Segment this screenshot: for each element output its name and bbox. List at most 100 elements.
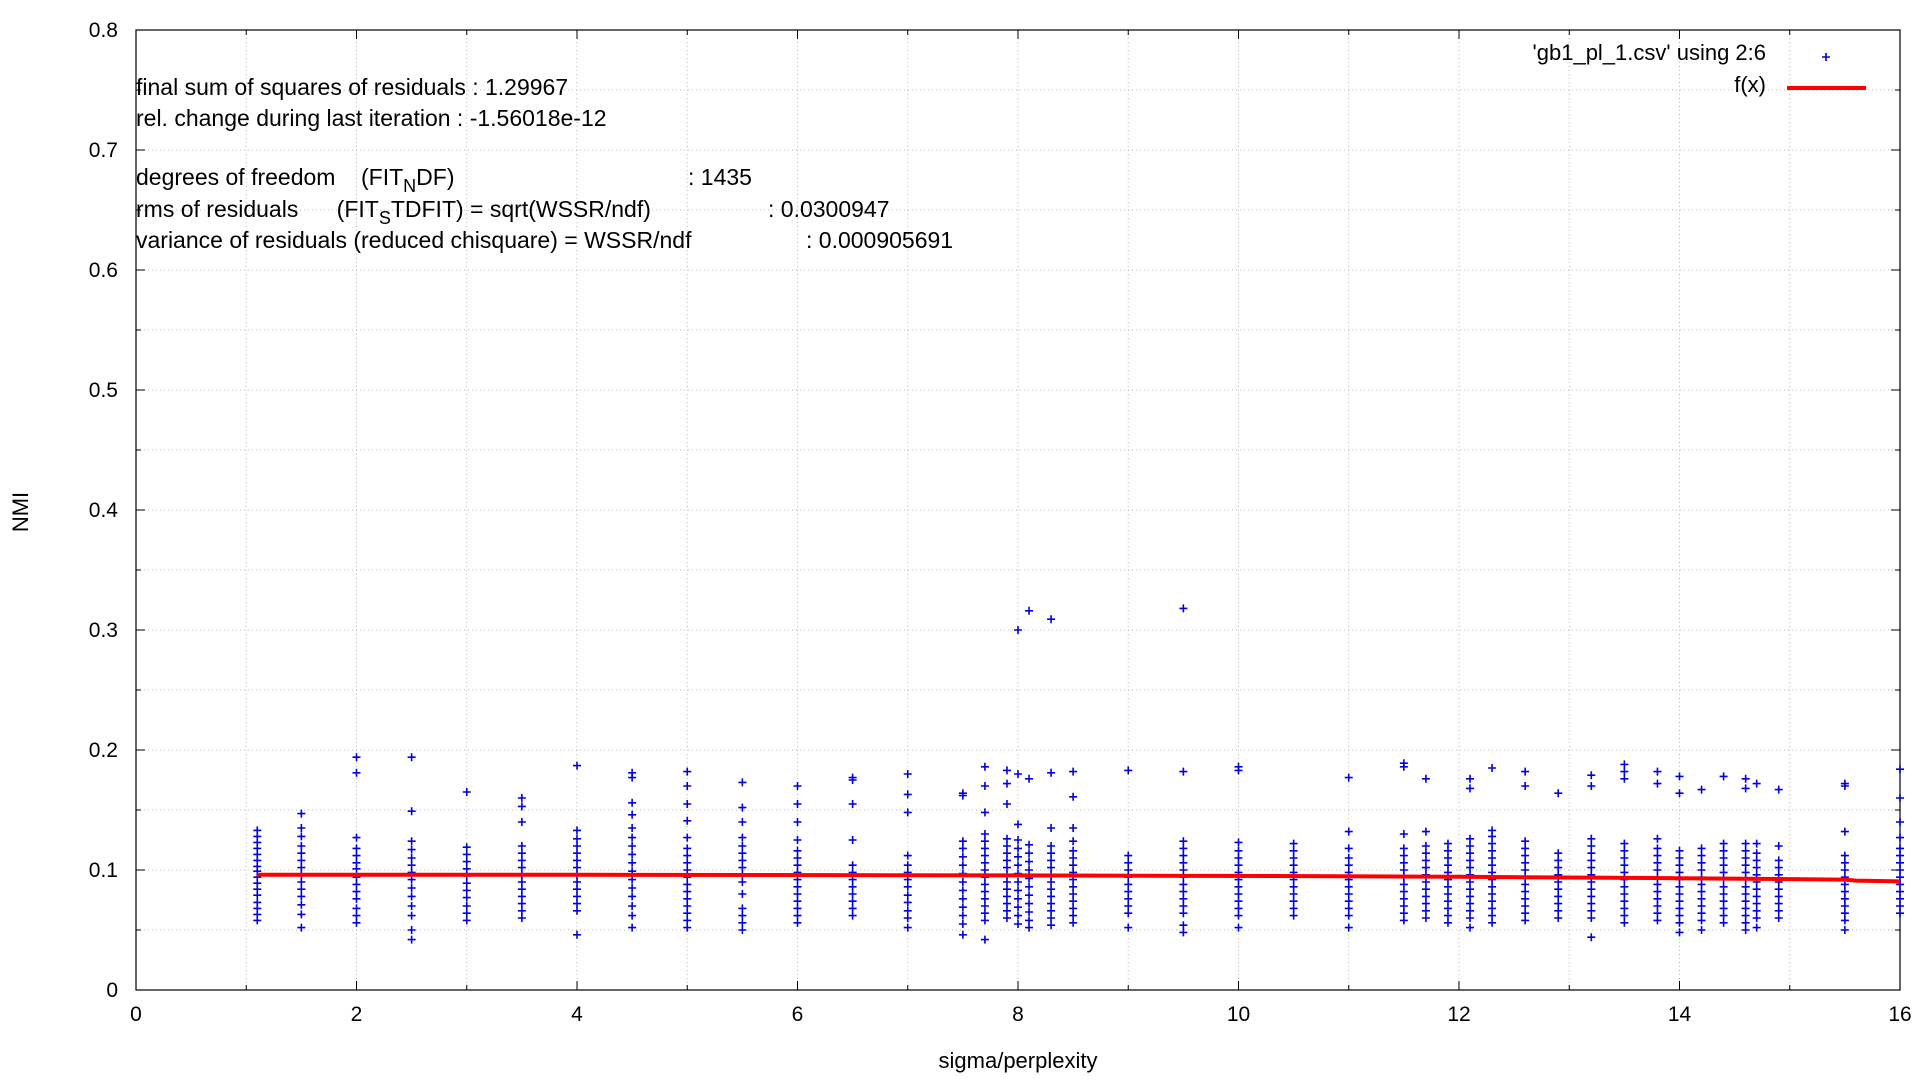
scatter-point [1675, 890, 1684, 898]
scatter-point [1620, 846, 1629, 855]
scatter-point [903, 790, 912, 799]
scatter-point [1488, 904, 1497, 913]
scatter-point [793, 897, 802, 906]
scatter-point [1774, 906, 1783, 915]
scatter-point [738, 878, 747, 886]
legend-marker-data [1822, 53, 1830, 61]
scatter-point [253, 826, 262, 835]
scatter-point [628, 875, 637, 884]
scatter-point [1620, 854, 1629, 862]
scatter-point [1014, 836, 1022, 844]
scatter-point [628, 824, 637, 832]
scatter-point [1466, 914, 1475, 922]
scatter-point [1840, 779, 1849, 788]
scatter-point [1124, 909, 1133, 918]
scatter-point [1443, 890, 1452, 898]
scatter-point [1719, 861, 1728, 870]
scatter-point [1047, 921, 1056, 930]
scatter-point [573, 863, 581, 872]
fit-info-text: DF) [416, 164, 454, 190]
scatter-point [1653, 779, 1662, 788]
scatter-point [1466, 923, 1475, 932]
scatter-point [848, 861, 857, 870]
scatter-point [1443, 904, 1452, 913]
scatter-point [407, 753, 416, 762]
scatter-point [1620, 904, 1629, 913]
scatter-point [903, 891, 912, 900]
scatter-point [1752, 839, 1761, 848]
scatter-point [1443, 911, 1452, 920]
scatter-point [1399, 866, 1408, 874]
scatter-point [1179, 928, 1188, 937]
scatter-point [1014, 820, 1022, 829]
scatter-point [1344, 844, 1353, 853]
scatter-point [1488, 897, 1497, 906]
scatter-point [1344, 911, 1353, 920]
x-tick-label: 6 [792, 1003, 804, 1026]
scatter-point [1047, 849, 1056, 858]
scatter-point [1554, 789, 1563, 798]
scatter-point [1620, 774, 1629, 783]
scatter-point [1521, 844, 1530, 853]
scatter-point [1752, 914, 1761, 922]
scatter-point [1289, 839, 1298, 848]
scatter-point [683, 916, 692, 925]
scatter-point [1719, 918, 1728, 927]
scatter-point [1421, 892, 1430, 901]
scatter-point [980, 909, 989, 918]
scatter-point [1466, 892, 1475, 901]
scatter-point [848, 836, 857, 844]
scatter-point [1344, 773, 1353, 782]
scatter-point [1840, 851, 1849, 860]
scatter-point [1620, 918, 1629, 927]
scatter-point [1521, 851, 1530, 860]
scatter-point [407, 902, 416, 910]
scatter-point [1047, 768, 1056, 777]
scatter-point [407, 884, 416, 892]
scatter-point [1443, 882, 1452, 891]
scatter-point [1741, 854, 1750, 862]
scatter-point [1774, 856, 1783, 865]
scatter-point [573, 856, 581, 865]
scatter-point [1124, 887, 1133, 896]
scatter-point [1014, 920, 1022, 928]
scatter-point [352, 904, 361, 913]
scatter-point [1521, 880, 1530, 889]
scatter-point [1069, 911, 1078, 920]
scatter-point [958, 844, 967, 853]
fit-info-line: final sum of squares of residuals : 1.29… [136, 74, 568, 100]
scatter-point [1124, 858, 1133, 867]
scatter-point [1840, 902, 1849, 910]
scatter-point [1014, 894, 1022, 903]
scatter-point [1466, 906, 1475, 915]
scatter-point [1741, 839, 1750, 848]
scatter-point [903, 861, 912, 870]
scatter-point [462, 879, 471, 888]
scatter-point [1840, 926, 1849, 934]
scatter-point [1653, 844, 1662, 853]
x-tick-label: 14 [1668, 1003, 1692, 1026]
scatter-point [352, 833, 361, 842]
scatter-point [1047, 914, 1056, 922]
scatter-point [517, 914, 526, 922]
scatter-point [683, 844, 692, 853]
scatter-point [1002, 800, 1011, 808]
scatter-point [1774, 863, 1783, 872]
y-tick-label: 0.1 [89, 859, 118, 882]
scatter-point [1002, 842, 1011, 850]
fit-info-text: degrees of freedom (FIT [136, 164, 403, 190]
scatter-point [1587, 849, 1596, 858]
scatter-point [1741, 861, 1750, 870]
scatter-point [1466, 878, 1475, 886]
scatter-point [1653, 851, 1662, 860]
scatter-point [1179, 837, 1188, 846]
scatter-point [1675, 868, 1684, 877]
scatter-point [1554, 856, 1563, 865]
fit-info-line: rms of residuals (FITSTDFIT) = sqrt(WSSR… [136, 196, 651, 228]
scatter-point [980, 887, 989, 896]
scatter-point [1521, 858, 1530, 867]
scatter-point [407, 861, 416, 870]
scatter-point [297, 878, 306, 886]
scatter-point [1025, 923, 1034, 932]
